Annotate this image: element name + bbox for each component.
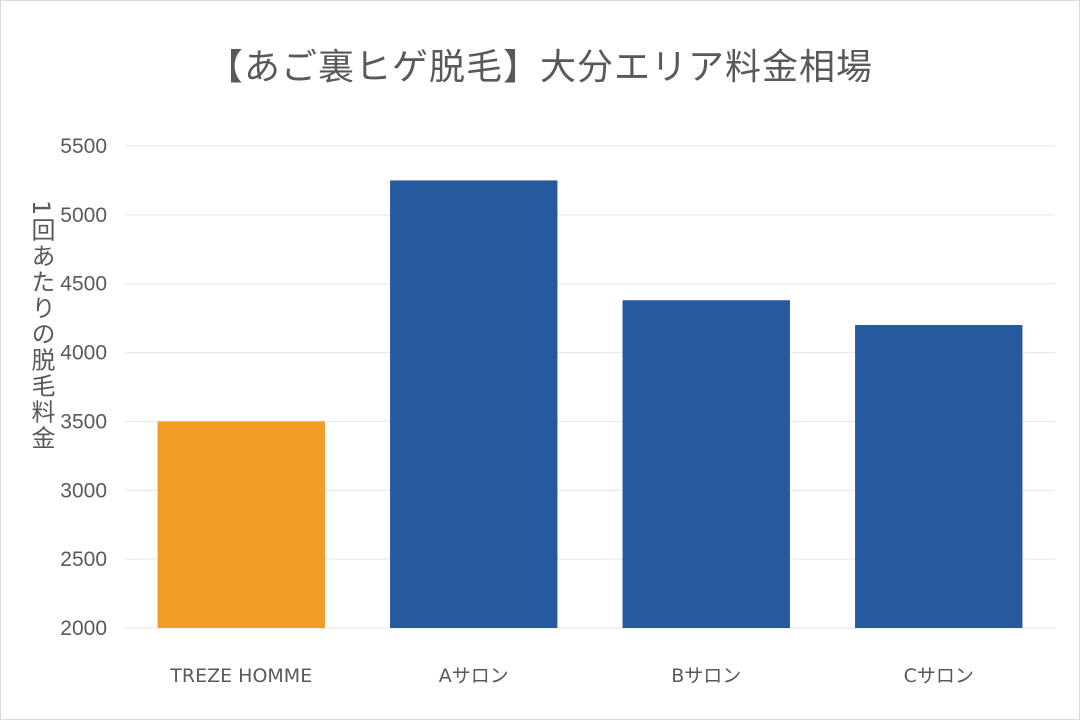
bars: [157, 180, 1023, 628]
chart-title: 【あご裏ヒゲ脱毛】大分エリア料金相場: [206, 47, 873, 88]
y-tick-label: 2500: [60, 548, 107, 571]
y-axis-label: 1回あたりの脱毛料金: [27, 200, 55, 452]
y-tick-label: 5500: [60, 135, 107, 158]
y-tick-label: 4500: [60, 273, 107, 296]
x-category-labels: TREZE HOMME Aサロン Bサロン Cサロン: [169, 665, 974, 687]
y-tick-label: 2000: [60, 617, 107, 640]
x-category-label: Bサロン: [671, 665, 741, 687]
x-category-label: Cサロン: [904, 665, 974, 687]
bar-2: [622, 300, 790, 628]
bar-3: [855, 325, 1023, 628]
bar-1: [390, 180, 558, 628]
y-tick-label: 3000: [60, 479, 107, 502]
x-category-label: Aサロン: [439, 665, 509, 687]
y-tick-label: 3500: [60, 410, 107, 433]
y-tick-labels: 2000 2500 3000 3500 4000 4500 5000 5500: [60, 135, 107, 640]
y-tick-label: 5000: [60, 204, 107, 227]
x-category-label: TREZE HOMME: [169, 665, 312, 687]
y-tick-label: 4000: [60, 342, 107, 365]
bar-0: [157, 421, 325, 628]
